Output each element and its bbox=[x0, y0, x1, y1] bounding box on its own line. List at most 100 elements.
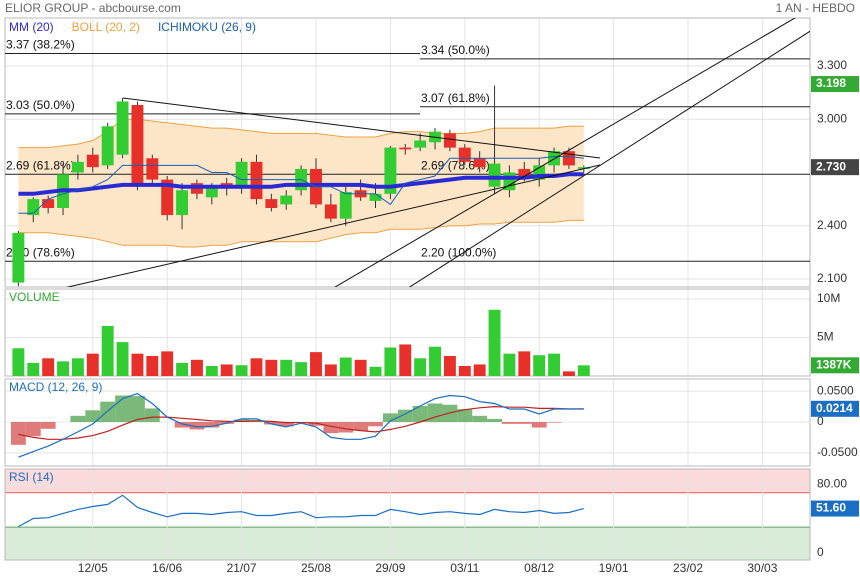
volume-bar bbox=[295, 362, 308, 376]
volume-bar bbox=[518, 351, 531, 376]
trend-line bbox=[334, 18, 796, 287]
panel-frame bbox=[4, 17, 811, 288]
macd-histogram bbox=[204, 422, 220, 428]
y-tick-label: 2.400 bbox=[817, 218, 847, 232]
candle-body bbox=[577, 167, 590, 169]
candle-body bbox=[414, 140, 427, 148]
value-box bbox=[811, 357, 859, 374]
value-box-label: 3.198 bbox=[816, 76, 846, 90]
volume-bar bbox=[235, 365, 248, 376]
y-tick-label: 10M bbox=[817, 291, 840, 305]
macd-histogram bbox=[189, 422, 205, 430]
macd-histogram bbox=[412, 405, 428, 423]
volume-bar bbox=[473, 364, 486, 376]
volume-bar bbox=[71, 358, 84, 376]
macd-histogram bbox=[263, 422, 279, 425]
candle-body bbox=[458, 147, 471, 162]
candle-body bbox=[101, 126, 114, 166]
macd-histogram bbox=[397, 409, 413, 423]
candle-body bbox=[562, 151, 575, 166]
y-tick-label: 80.00 bbox=[817, 476, 847, 490]
volume-bar bbox=[310, 352, 322, 376]
macd-histogram bbox=[234, 419, 250, 423]
candle-body bbox=[324, 204, 337, 219]
macd-histogram bbox=[100, 401, 116, 423]
value-box bbox=[811, 159, 859, 176]
volume-bar bbox=[503, 353, 516, 376]
chart-title: ELIOR GROUP - abcbourse.com bbox=[5, 1, 181, 15]
rsi-line bbox=[18, 494, 584, 528]
x-tick-label: 12/05 bbox=[78, 561, 108, 575]
fib-label: 3.03 (50.0%) bbox=[6, 98, 75, 112]
macd-histogram bbox=[531, 422, 547, 428]
volume-bar bbox=[339, 357, 352, 376]
candle-body bbox=[443, 133, 456, 148]
y-tick-label: -0.0500 bbox=[817, 445, 858, 459]
macd-histogram bbox=[115, 395, 130, 423]
macd-histogram bbox=[10, 422, 26, 445]
value-box-label: 51.60 bbox=[816, 501, 846, 515]
value-box bbox=[811, 500, 859, 517]
y-tick-label: 5M bbox=[817, 330, 834, 344]
volume-bar bbox=[86, 353, 99, 376]
macd-histogram bbox=[174, 422, 190, 428]
value-box bbox=[811, 76, 859, 93]
volume-bar bbox=[548, 353, 561, 376]
fib-label: 2.69 (78.6%) bbox=[421, 158, 490, 172]
value-box bbox=[811, 400, 859, 417]
macd-histogram bbox=[278, 422, 294, 427]
y-tick-label: 3.000 bbox=[817, 111, 847, 125]
candle-body bbox=[503, 172, 516, 191]
macd-histogram bbox=[40, 422, 56, 429]
legend-entry: BOLL (20, 2) bbox=[72, 20, 140, 34]
macd-histogram bbox=[353, 422, 369, 431]
fib-label: 2.69 (61.8%) bbox=[6, 158, 75, 172]
y-tick-label: 2.100 bbox=[817, 271, 847, 285]
period: 1 AN - HEBDO bbox=[776, 1, 855, 15]
macd-histogram bbox=[25, 422, 41, 437]
value-box-label: 0.0214 bbox=[816, 401, 853, 415]
trend-line bbox=[408, 30, 810, 287]
fib-label: 2.20 (100.0%) bbox=[421, 245, 496, 259]
legend-entry: MM (20) bbox=[9, 20, 54, 34]
volume-bar bbox=[190, 359, 203, 376]
y-tick-label: 0 bbox=[817, 545, 824, 559]
candle-body bbox=[399, 147, 412, 150]
x-tick-label: 08/12 bbox=[524, 561, 554, 575]
candle-body bbox=[12, 232, 25, 283]
candle-body bbox=[42, 199, 55, 208]
candle-body bbox=[161, 179, 174, 216]
panel-title: MACD (12, 26, 9) bbox=[9, 380, 102, 394]
panel-frame bbox=[4, 378, 811, 467]
candle-body bbox=[265, 199, 278, 208]
y-tick-label: 0 bbox=[817, 414, 824, 428]
trend-line bbox=[65, 164, 601, 287]
value-box-label: 2.730 bbox=[816, 159, 846, 173]
legend-entry: ICHIMOKU (26, 9) bbox=[158, 20, 256, 34]
volume-bar bbox=[577, 365, 590, 376]
overbought-zone bbox=[5, 469, 810, 493]
macd-histogram bbox=[85, 410, 101, 423]
volume-bar bbox=[429, 346, 441, 376]
macd-histogram bbox=[546, 422, 562, 423]
volume-bar bbox=[220, 364, 233, 376]
volume-bar bbox=[176, 362, 189, 376]
candle-body bbox=[235, 161, 248, 187]
candle-body bbox=[146, 158, 159, 180]
volume-bar bbox=[101, 325, 114, 376]
ichimoku-line bbox=[18, 156, 584, 214]
volume-bar bbox=[399, 344, 412, 376]
oversold-zone bbox=[5, 527, 810, 560]
volume-bar bbox=[12, 348, 25, 376]
volume-bar bbox=[280, 359, 293, 376]
volume-bar bbox=[42, 358, 55, 376]
candle-body bbox=[176, 190, 189, 216]
x-tick-label: 25/08 bbox=[301, 561, 331, 575]
volume-bar bbox=[458, 365, 471, 376]
volume-bar bbox=[488, 309, 501, 376]
volume-bar bbox=[131, 353, 144, 376]
fib-label: 3.07 (61.8%) bbox=[421, 91, 490, 105]
macd-histogram bbox=[382, 413, 398, 423]
volume-bar bbox=[384, 347, 397, 376]
